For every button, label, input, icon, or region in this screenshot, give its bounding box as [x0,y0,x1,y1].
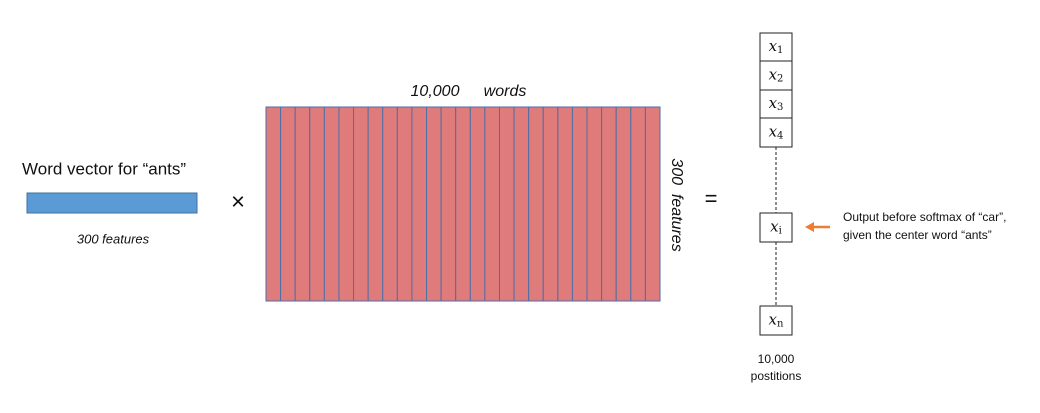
matrix-column [615,106,632,302]
arrow-head [805,222,814,232]
cell-base: x [770,218,779,236]
matrix-column [265,106,282,302]
cell-label: x4 [769,123,784,142]
matrix-column [469,106,486,302]
matrix-column [411,106,428,302]
cell-label: xn [769,311,784,330]
cell-sub: 4 [777,130,783,141]
word-vector [26,192,198,214]
output-cell [759,117,793,148]
matrix-column [513,106,530,302]
cell-label: xi [770,218,782,237]
cell-sub: n [777,318,784,329]
cell-sub: 2 [777,73,783,84]
count-line: postitions [751,369,802,383]
matrix-column [367,106,384,302]
note-line: given the center word “ants” [843,228,992,242]
matrix-column [586,106,603,302]
matrix-column [484,106,500,302]
vector-size: 300 features [77,231,150,246]
matrix-column [542,106,559,302]
output-cell [759,60,793,91]
matrix-column [396,106,413,302]
cell-base: x [769,37,778,55]
matrix-column [498,106,515,302]
times-sign: × [231,188,245,215]
count-line: 10,000 [758,352,795,366]
equals-sign: = [705,186,718,211]
output-cell [759,89,793,119]
cell-base: x [769,123,778,141]
output-cell [759,32,793,62]
matrix-column [309,106,325,302]
matrix-column [557,106,573,302]
cell-label: x1 [769,37,784,56]
cell-base: x [769,311,778,329]
output-cell [759,212,793,243]
cell-base: x [769,66,778,84]
matrix-column [426,106,442,302]
matrix-column [630,106,646,302]
matrix-top-label: words [484,83,527,100]
cell-label: x3 [769,94,784,113]
matrix-column [382,106,398,302]
matrix-column [601,106,617,302]
matrix-column [294,106,311,302]
matrix-column [353,106,369,302]
output-cell [759,305,793,336]
matrix-column [528,106,544,302]
matrix [265,106,661,302]
matrix-column [280,106,296,302]
cell-sub: 1 [777,45,783,56]
matrix-column [644,106,661,302]
cell-base: x [769,94,778,112]
matrix-side-label: 300 features [668,158,685,251]
matrix-column [323,106,340,302]
cell-sub: 3 [777,102,783,113]
matrix-column [338,106,355,302]
matrix-column [571,106,588,302]
note-line: Output before softmax of “car”, [843,210,1006,224]
cell-sub: i [779,225,782,236]
vector-label: Word vector for “ants” [22,159,186,178]
matrix-column [455,106,471,302]
matrix-top-count: 10,000 [411,83,460,100]
matrix-column [440,106,457,302]
cell-label: x2 [769,66,784,85]
